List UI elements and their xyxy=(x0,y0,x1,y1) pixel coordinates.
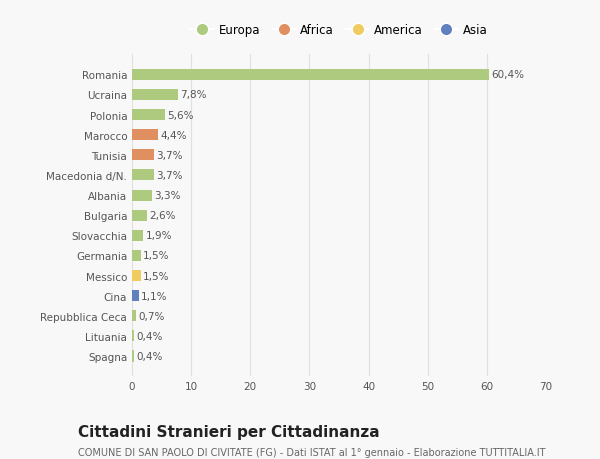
Text: 3,7%: 3,7% xyxy=(156,171,183,180)
Text: 4,4%: 4,4% xyxy=(160,130,187,140)
Bar xyxy=(132,230,143,241)
Text: 0,7%: 0,7% xyxy=(139,311,165,321)
Bar xyxy=(132,110,165,121)
Text: COMUNE DI SAN PAOLO DI CIVITATE (FG) - Dati ISTAT al 1° gennaio - Elaborazione T: COMUNE DI SAN PAOLO DI CIVITATE (FG) - D… xyxy=(78,448,545,458)
Text: 0,4%: 0,4% xyxy=(137,331,163,341)
Bar xyxy=(132,291,139,302)
Bar xyxy=(132,150,154,161)
Legend: Europa, Africa, America, Asia: Europa, Africa, America, Asia xyxy=(185,19,493,42)
Bar xyxy=(132,130,158,141)
Text: 1,5%: 1,5% xyxy=(143,251,170,261)
Text: 7,8%: 7,8% xyxy=(181,90,207,100)
Bar xyxy=(132,170,154,181)
Text: 2,6%: 2,6% xyxy=(150,211,176,221)
Bar xyxy=(132,190,152,201)
Text: 0,4%: 0,4% xyxy=(137,351,163,361)
Bar xyxy=(132,90,178,101)
Text: 3,7%: 3,7% xyxy=(156,151,183,161)
Text: 1,9%: 1,9% xyxy=(146,231,172,241)
Bar xyxy=(132,351,134,362)
Text: 3,3%: 3,3% xyxy=(154,190,181,201)
Bar xyxy=(132,311,136,322)
Text: Cittadini Stranieri per Cittadinanza: Cittadini Stranieri per Cittadinanza xyxy=(78,425,380,440)
Text: 60,4%: 60,4% xyxy=(491,70,524,80)
Text: 5,6%: 5,6% xyxy=(167,110,194,120)
Bar xyxy=(132,250,141,262)
Text: 1,1%: 1,1% xyxy=(141,291,167,301)
Bar xyxy=(132,330,134,341)
Bar xyxy=(132,270,141,281)
Text: 1,5%: 1,5% xyxy=(143,271,170,281)
Bar xyxy=(132,70,489,81)
Bar xyxy=(132,210,148,221)
